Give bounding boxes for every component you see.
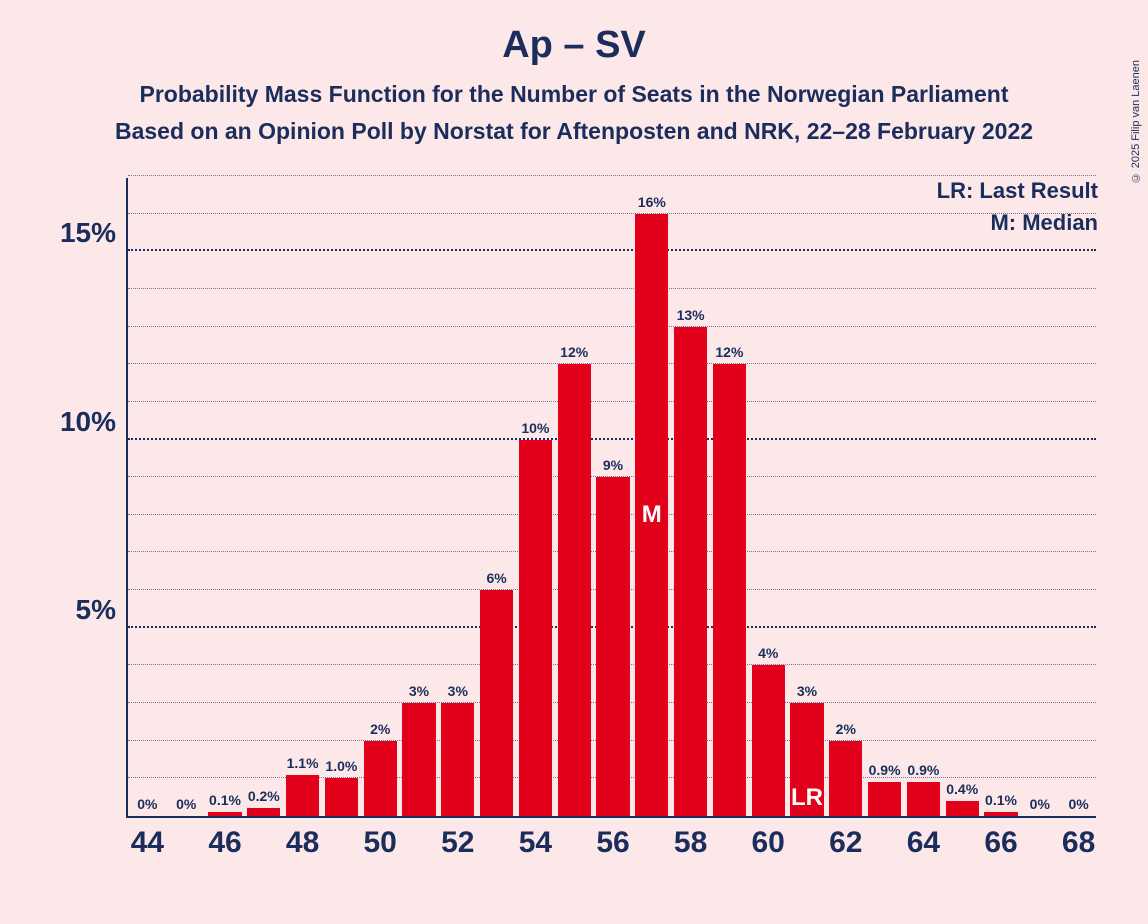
last-result-marker: LR [791, 784, 823, 812]
gridline [128, 401, 1096, 402]
bar-value-label: 12% [715, 344, 743, 360]
x-axis-label: 64 [907, 826, 940, 860]
bar-value-label: 0.9% [869, 762, 901, 778]
bar [713, 364, 746, 816]
bar-value-label: 0% [137, 796, 157, 812]
bar-value-label: 12% [560, 344, 588, 360]
bar [907, 782, 940, 816]
y-axis-label: 10% [60, 406, 116, 438]
bar-value-label: 0% [1068, 796, 1088, 812]
x-axis-label: 46 [208, 826, 241, 860]
gridline [128, 175, 1096, 176]
x-axis-label: 60 [752, 826, 785, 860]
chart-subtitle-1: Probability Mass Function for the Number… [0, 81, 1148, 108]
bar [596, 477, 629, 816]
x-axis-label: 48 [286, 826, 319, 860]
gridline [128, 288, 1096, 289]
bar [286, 775, 319, 816]
x-axis-label: 52 [441, 826, 474, 860]
bar [325, 778, 358, 816]
bar-value-label: 13% [677, 307, 705, 323]
bar-value-label: 0.1% [985, 792, 1017, 808]
bar [519, 440, 552, 816]
x-axis-label: 56 [596, 826, 629, 860]
copyright-text: © 2025 Filip van Laenen [1130, 60, 1142, 183]
bar [674, 327, 707, 816]
x-axis-label: 68 [1062, 826, 1095, 860]
bar-value-label: 0% [176, 796, 196, 812]
bar-value-label: 0.1% [209, 792, 241, 808]
bar-value-label: 2% [836, 721, 856, 737]
bar-value-label: 10% [521, 420, 549, 436]
chart-title: Ap – SV [0, 0, 1148, 67]
x-axis-label: 54 [519, 826, 552, 860]
bar [558, 364, 591, 816]
x-axis-label: 58 [674, 826, 707, 860]
bar-value-label: 9% [603, 457, 623, 473]
gridline [128, 438, 1096, 440]
bar-value-label: 2% [370, 721, 390, 737]
x-axis-label: 66 [984, 826, 1017, 860]
bar [868, 782, 901, 816]
gridline [128, 213, 1096, 214]
y-axis-label: 15% [60, 217, 116, 249]
chart-subtitle-2: Based on an Opinion Poll by Norstat for … [0, 118, 1148, 145]
bar [364, 741, 397, 816]
x-axis-label: 62 [829, 826, 862, 860]
bar [480, 590, 513, 816]
gridline [128, 326, 1096, 327]
bar-value-label: 3% [448, 683, 468, 699]
bar-value-label: 16% [638, 194, 666, 210]
bar [441, 703, 474, 816]
x-axis-label: 44 [131, 826, 164, 860]
bar [752, 665, 785, 816]
bar-value-label: 1.0% [325, 758, 357, 774]
bar [247, 808, 280, 816]
bar-value-label: 6% [486, 570, 506, 586]
bar-value-label: 4% [758, 645, 778, 661]
bar-value-label: 3% [409, 683, 429, 699]
bar [208, 812, 241, 816]
median-marker: M [642, 501, 662, 529]
bar-value-label: 0.9% [907, 762, 939, 778]
gridline [128, 249, 1096, 251]
bar-value-label: 1.1% [287, 755, 319, 771]
chart-area: 5%10%15%444648505254565860626466680%0%0.… [126, 178, 1096, 818]
gridline [128, 363, 1096, 364]
bar [829, 741, 862, 816]
bar-value-label: 0% [1030, 796, 1050, 812]
bar-value-label: 0.2% [248, 788, 280, 804]
bar [402, 703, 435, 816]
bar [946, 801, 979, 816]
bar-value-label: 3% [797, 683, 817, 699]
x-axis-label: 50 [364, 826, 397, 860]
bar-value-label: 0.4% [946, 781, 978, 797]
bar [984, 812, 1017, 816]
y-axis-label: 5% [76, 594, 116, 626]
